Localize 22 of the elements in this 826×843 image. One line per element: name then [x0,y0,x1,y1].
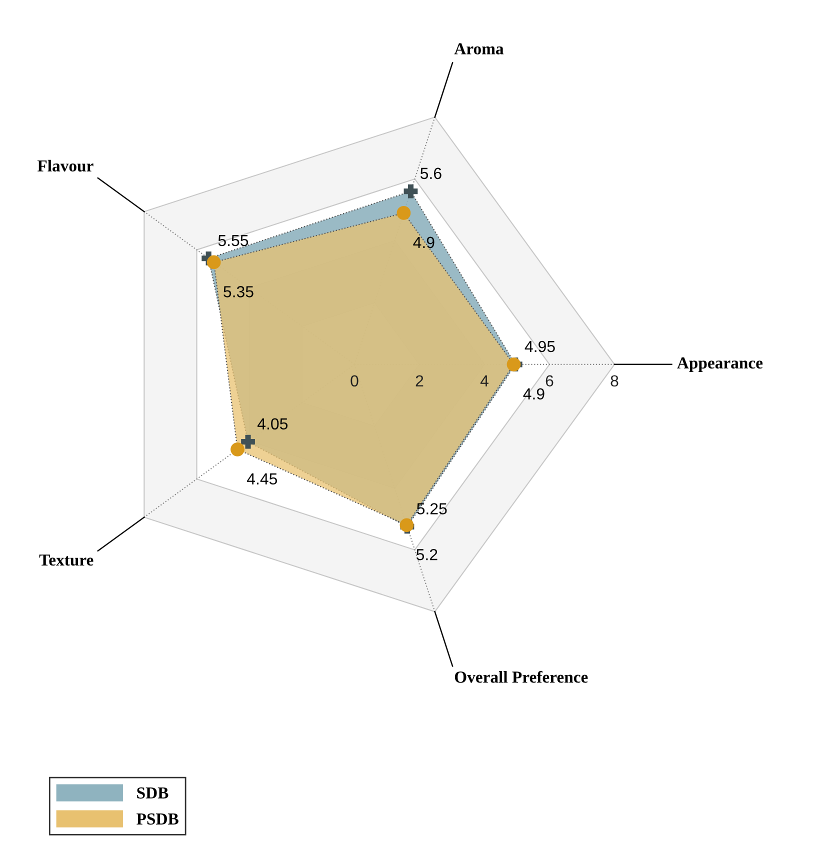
legend-label: SDB [137,787,168,799]
y-tick-label: 8 [610,375,618,387]
spoke-label: Texture [39,554,94,566]
y-tick-label: 4 [480,375,488,386]
spoke-label: Appearance [677,357,763,372]
y-tick-label: 6 [546,375,554,387]
y-tick-label: 2 [416,375,424,386]
data-label: 5.35 [224,286,254,298]
data-label: 4.9 [413,236,434,248]
spoke-label: Flavour [37,160,94,172]
data-label: 5.25 [416,503,447,514]
y-tick-label: 0 [350,375,358,387]
data-label: 5.2 [416,548,438,560]
spoke-label: Overall Preference [454,670,588,683]
data-label: 4.95 [524,340,555,352]
spoke-label: Aroma [454,43,504,54]
data-label: 4.9 [523,388,544,400]
data-label: 5.6 [420,168,442,180]
legend-label: PSDB [136,813,178,825]
data-label: 4.45 [246,473,278,485]
data-label: 5.55 [218,235,248,246]
data-label: 4.05 [257,418,288,430]
